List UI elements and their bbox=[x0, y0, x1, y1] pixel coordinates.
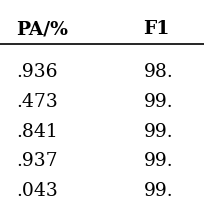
Text: PA/%: PA/% bbox=[16, 20, 68, 38]
Text: .043: .043 bbox=[16, 181, 58, 199]
Text: .937: .937 bbox=[16, 152, 58, 169]
Text: 98.: 98. bbox=[143, 63, 172, 81]
Text: 99.: 99. bbox=[143, 181, 172, 199]
Text: 99.: 99. bbox=[143, 93, 172, 110]
Text: .473: .473 bbox=[16, 93, 58, 110]
Text: 99.: 99. bbox=[143, 152, 172, 169]
Text: 99.: 99. bbox=[143, 122, 172, 140]
Text: F1: F1 bbox=[143, 20, 169, 38]
Text: .936: .936 bbox=[16, 63, 58, 81]
Text: .841: .841 bbox=[16, 122, 58, 140]
